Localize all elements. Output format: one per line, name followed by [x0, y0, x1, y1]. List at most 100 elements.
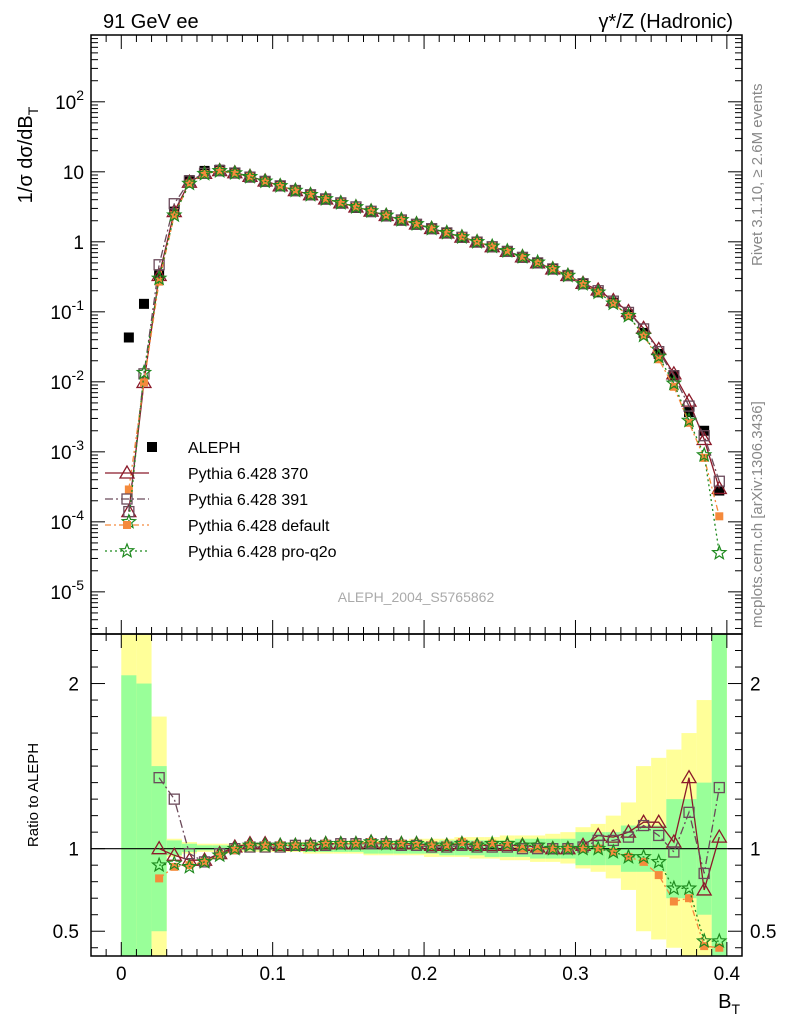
- ratio-x-tick-label: 0.3: [562, 964, 588, 985]
- main-point-pdefault: [336, 198, 345, 207]
- ratio-series-pq2o: [150, 833, 728, 949]
- main-point-pdefault: [215, 166, 224, 175]
- ratio-point-pdefault: [548, 844, 557, 853]
- main-point-p391: [350, 201, 362, 213]
- ratio-point-p370: [635, 813, 652, 828]
- ratio-point-p370: [605, 828, 622, 843]
- main-point-p391: [441, 227, 453, 239]
- main-point-pq2o: [378, 206, 395, 223]
- main-point-pq2o: [710, 544, 728, 560]
- ratio-band-green: [196, 845, 213, 851]
- main-point-pq2o: [483, 237, 501, 254]
- main-point-p391: [425, 223, 438, 235]
- ratio-point-pq2o: [665, 879, 683, 896]
- main-point-p391: [304, 189, 317, 201]
- ratio-band-green: [121, 675, 137, 956]
- ratio-point-pq2o: [711, 932, 728, 949]
- ratio-point-pq2o: [287, 836, 304, 853]
- rivet-version-label: Rivet 3.1.10, ≥ 2.6M events: [749, 84, 766, 267]
- main-series-group: [120, 162, 728, 560]
- ratio-series-group: [150, 769, 728, 952]
- ratio-point-p391: [713, 781, 725, 794]
- main-point-p391: [274, 180, 286, 192]
- x-axis-label: BT: [718, 991, 740, 1017]
- ratio-point-pq2o: [574, 840, 592, 856]
- main-y-tick-label: 10-5: [50, 577, 84, 604]
- ratio-x-tick-label: 0: [116, 964, 127, 985]
- main-point-p391: [698, 430, 710, 442]
- main-series-p391: [123, 164, 725, 518]
- main-point-p391: [153, 259, 165, 271]
- ratio-point-pq2o: [347, 835, 365, 851]
- ratio-point-p391: [698, 867, 710, 880]
- ratio-point-pq2o: [423, 836, 440, 853]
- ratio-x-tick-label: 0.4: [714, 964, 741, 985]
- ratio-point-pq2o: [302, 836, 319, 853]
- main-point-p391: [229, 167, 241, 179]
- header-left-label: 91 GeV ee: [103, 11, 199, 33]
- ratio-point-pdefault: [685, 894, 694, 903]
- ratio-point-pdefault: [412, 841, 421, 850]
- ratio-point-p391: [668, 846, 680, 858]
- main-point-pdefault: [200, 170, 209, 179]
- main-point-pq2o: [256, 172, 274, 189]
- ratio-y-tick-label-right: 2: [750, 675, 761, 696]
- ratio-point-pq2o: [377, 835, 395, 851]
- main-point-p391: [531, 257, 544, 269]
- ratio-y-tick-label-left: 0.5: [53, 922, 79, 943]
- main-point-p370: [696, 431, 713, 446]
- ratio-point-pdefault: [457, 838, 466, 847]
- main-point-pq2o: [362, 202, 380, 219]
- main-point-pdefault: [245, 172, 254, 181]
- ratio-point-pdefault: [427, 841, 436, 850]
- main-point-pq2o: [468, 233, 486, 249]
- main-point-pq2o: [499, 242, 516, 258]
- main-series-p370: [120, 162, 728, 518]
- mcplots-credit-label: mcplots.cern.ch [arXiv:1306.3436]: [749, 401, 766, 628]
- main-point-pq2o: [665, 374, 683, 391]
- ratio-point-pq2o: [196, 853, 213, 869]
- legend-marker-p391: [121, 493, 133, 505]
- ratio-point-pdefault: [594, 844, 603, 853]
- legend-marker-p370: [118, 464, 136, 479]
- ratio-point-pdefault: [185, 861, 194, 870]
- main-point-pq2o: [620, 307, 637, 323]
- main-y-tick-label: 10-1: [50, 297, 84, 324]
- main-y-tick-label: 10-2: [50, 367, 84, 394]
- legend-label-pq2o: Pythia 6.428 pro-q2o: [188, 544, 337, 561]
- ratio-point-pq2o: [393, 835, 410, 851]
- main-point-pdefault: [715, 512, 724, 521]
- main-point-pq2o: [695, 446, 713, 463]
- ratio-point-pq2o: [514, 836, 531, 853]
- main-point-pq2o: [408, 215, 425, 231]
- main-point-pq2o: [211, 162, 228, 178]
- ratio-axes: 0 0.1 0.2 0.3 0.4 0.5 0.5 1 1 2 2: [53, 634, 776, 985]
- main-point-pq2o: [272, 177, 289, 193]
- ratio-point-pdefault: [669, 897, 678, 906]
- main-point-p391: [516, 251, 529, 263]
- main-point-pq2o: [605, 294, 622, 311]
- legend-label-p370: Pythia 6.428 370: [188, 466, 308, 483]
- ratio-point-pq2o: [211, 846, 228, 863]
- legend-entry-p370: Pythia 6.428 370: [105, 464, 308, 483]
- ratio-point-pq2o: [605, 843, 622, 859]
- ratio-point-pq2o: [181, 858, 198, 874]
- ratio-point-p370: [166, 846, 183, 861]
- main-point-pq2o: [287, 181, 304, 198]
- ratio-point-pq2o: [226, 840, 244, 856]
- ratio-point-p370: [711, 828, 728, 843]
- ratio-band-green: [333, 843, 349, 852]
- main-point-pq2o: [150, 269, 168, 286]
- ratio-band-green: [378, 842, 394, 854]
- main-point-pq2o: [302, 186, 319, 202]
- legend-entry-pq2o: Pythia 6.428 pro-q2o: [105, 542, 337, 561]
- main-point-p391: [713, 475, 725, 487]
- ratio-y-tick-label-left: 1: [68, 840, 79, 861]
- ratio-point-p391: [622, 831, 635, 843]
- ratio-x-tick-label: 0.2: [411, 964, 437, 985]
- ratio-point-pdefault: [442, 841, 451, 850]
- main-point-pdefault: [594, 288, 603, 297]
- legend-entry-pdefault: Pythia 6.428 default: [105, 518, 330, 535]
- ratio-point-p391: [168, 793, 180, 805]
- ratio-point-pq2o: [468, 836, 486, 853]
